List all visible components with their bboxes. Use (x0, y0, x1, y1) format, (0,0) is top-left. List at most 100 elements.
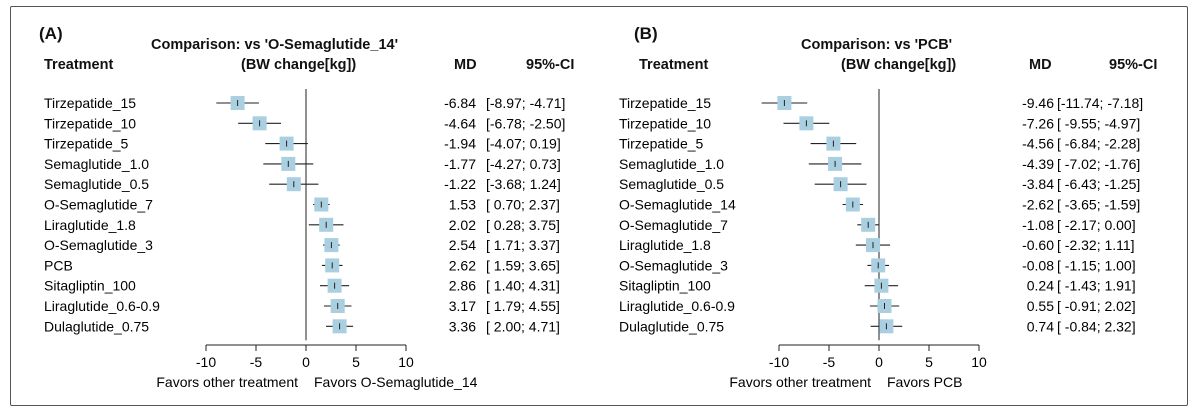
ci-value: [ -3.65; -1.59] (1057, 197, 1140, 213)
md-value: 2.86 (449, 278, 476, 294)
md-value: 0.24 (1027, 278, 1054, 294)
md-value: -4.64 (444, 115, 476, 131)
md-header: MD (1029, 57, 1052, 73)
x-tick-label: -10 (196, 354, 216, 370)
treatment-label: Semaglutide_0.5 (619, 176, 724, 192)
ci-value: [ 1.59; 3.65] (486, 257, 560, 273)
treatment-label: Liraglutide_1.8 (44, 217, 136, 233)
ci-value: [-3.68; 1.24] (486, 176, 561, 192)
ci-value: [ -9.55; -4.97] (1057, 115, 1140, 131)
ci-value: [ -1.15; 1.00] (1057, 257, 1136, 273)
md-value: -0.60 (1022, 237, 1054, 253)
treatment-label: Tirzepatide_15 (44, 95, 136, 111)
forest-panel-a: (A) Comparison: vs 'O-Semaglutide_14' (B… (11, 7, 601, 407)
treatment-label: Tirzepatide_10 (44, 115, 136, 131)
x-tick-label: 5 (352, 354, 360, 370)
x-tick-label: -5 (823, 354, 836, 370)
chart-title: Comparison: vs 'O-Semaglutide_14' (151, 37, 399, 53)
favors-right-label: Favors O-Semaglutide_14 (314, 374, 478, 390)
x-tick-label: 5 (925, 354, 933, 370)
ci-value: [ -2.32; 1.11] (1057, 237, 1135, 253)
favors-right-label: Favors PCB (887, 374, 962, 390)
md-value: 0.55 (1027, 298, 1054, 314)
md-value: 2.02 (449, 217, 476, 233)
treatment-label: O-Semaglutide_3 (44, 237, 153, 253)
treatment-label: Liraglutide_0.6-0.9 (44, 298, 160, 314)
ci-value: [ -1.43; 1.91] (1057, 278, 1136, 294)
x-tick-label: -10 (769, 354, 789, 370)
favors-left-label: Favors other treatment (729, 374, 871, 390)
md-value: -2.62 (1022, 197, 1054, 213)
treatment-label: Semaglutide_1.0 (619, 156, 724, 172)
ci-value: [-11.74; -7.18] (1057, 95, 1143, 111)
treatment-label: Tirzepatide_15 (619, 95, 711, 111)
ci-value: [ -0.91; 2.02] (1057, 298, 1136, 314)
ci-value: [ -0.84; 2.32] (1057, 318, 1136, 334)
md-value: 3.36 (449, 318, 476, 334)
treatment-label: Liraglutide_0.6-0.9 (619, 298, 735, 314)
md-value: -6.84 (444, 95, 476, 111)
treatment-label: Tirzepatide_10 (619, 115, 711, 131)
x-tick-label: 0 (302, 354, 310, 370)
ci-header: 95%-CI (526, 57, 575, 73)
treatment-label: Tirzepatide_5 (619, 136, 704, 152)
favors-left-label: Favors other treatment (156, 374, 298, 390)
chart-title: Comparison: vs 'PCB' (801, 37, 953, 53)
md-value: 2.62 (449, 257, 476, 273)
md-header: MD (454, 57, 477, 73)
treatment-label: Sitagliptin_100 (44, 278, 136, 294)
treatment-label: Dulaglutide_0.75 (619, 318, 724, 334)
md-value: -3.84 (1022, 176, 1054, 192)
chart-subtitle: (BW change[kg]) (241, 57, 357, 73)
ci-value: [ -2.17; 0.00] (1057, 217, 1136, 233)
ci-value: [ 1.79; 4.55] (486, 298, 560, 314)
ci-value: [ -6.43; -1.25] (1057, 176, 1140, 192)
panel-label: (B) (634, 24, 658, 43)
md-value: -1.08 (1022, 217, 1054, 233)
x-tick-label: 10 (971, 354, 987, 370)
md-value: 3.17 (449, 298, 476, 314)
figure-frame: (A) Comparison: vs 'O-Semaglutide_14' (B… (10, 6, 1188, 406)
ci-value: [-6.78; -2.50] (486, 115, 565, 131)
x-tick-label: -5 (250, 354, 263, 370)
md-value: -4.39 (1022, 156, 1054, 172)
forest-panel-b: (B) Comparison: vs 'PCB' (BW change[kg])… (606, 7, 1196, 407)
x-tick-label: 0 (875, 354, 883, 370)
panel-label: (A) (39, 24, 63, 43)
chart-subtitle: (BW change[kg]) (841, 57, 957, 73)
ci-value: [ 0.70; 2.37] (486, 197, 560, 213)
ci-value: [ -7.02; -1.76] (1057, 156, 1140, 172)
md-value: 1.53 (449, 197, 476, 213)
md-value: -1.22 (444, 176, 476, 192)
treatment-label: Sitagliptin_100 (619, 278, 711, 294)
treatment-label: O-Semaglutide_3 (619, 257, 728, 273)
md-value: 2.54 (449, 237, 476, 253)
md-value: -1.94 (444, 136, 476, 152)
md-value: -0.08 (1022, 257, 1054, 273)
treatment-header: Treatment (639, 57, 709, 73)
treatment-label: Semaglutide_0.5 (44, 176, 149, 192)
ci-header: 95%-CI (1109, 57, 1158, 73)
ci-value: [ 2.00; 4.71] (486, 318, 560, 334)
treatment-label: O-Semaglutide_7 (619, 217, 728, 233)
treatment-label: O-Semaglutide_14 (619, 197, 736, 213)
treatment-label: Dulaglutide_0.75 (44, 318, 149, 334)
treatment-label: Liraglutide_1.8 (619, 237, 711, 253)
ci-value: [ 0.28; 3.75] (486, 217, 560, 233)
md-value: -1.77 (444, 156, 476, 172)
ci-value: [-4.07; 0.19] (486, 136, 561, 152)
forest-plot-a: Tirzepatide_15 -6.84 [-8.97; -4.71] Tirzepa… (44, 89, 565, 390)
treatment-label: PCB (44, 257, 73, 273)
md-value: -4.56 (1022, 136, 1054, 152)
forest-plot-b: Tirzepatide_15 -9.46 [-11.74; -7.18] Tirzep… (619, 89, 1143, 390)
ci-value: [ -6.84; -2.28] (1057, 136, 1140, 152)
treatment-label: Semaglutide_1.0 (44, 156, 149, 172)
md-value: -9.46 (1022, 95, 1054, 111)
ci-value: [ 1.40; 4.31] (486, 278, 560, 294)
treatment-header: Treatment (44, 57, 114, 73)
ci-value: [ 1.71; 3.37] (486, 237, 560, 253)
treatment-label: Tirzepatide_5 (44, 136, 129, 152)
md-value: -7.26 (1022, 115, 1054, 131)
ci-value: [-4.27; 0.73] (486, 156, 561, 172)
treatment-label: O-Semaglutide_7 (44, 197, 153, 213)
